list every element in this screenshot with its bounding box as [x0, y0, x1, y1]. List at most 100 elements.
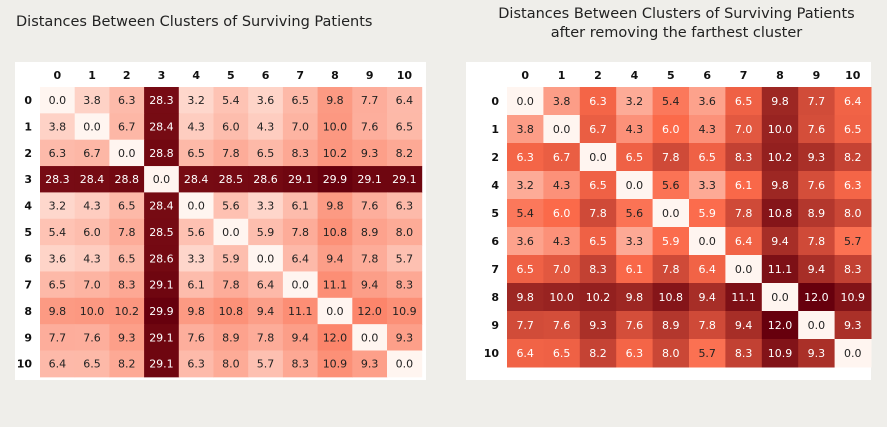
heatmap-cell-label: 10.8	[768, 207, 793, 220]
heatmap-cell-label: 7.7	[808, 95, 826, 108]
heatmap-cell	[213, 245, 249, 272]
heatmap-cell	[543, 87, 581, 116]
heatmap-cell	[507, 255, 544, 284]
heatmap-cell-label: 5.4	[49, 226, 67, 239]
heatmap-cell-label: 9.3	[808, 151, 826, 164]
heatmap-cell	[178, 297, 214, 325]
heatmap-cell	[387, 324, 423, 351]
heatmap-cell-label: 9.8	[626, 291, 644, 304]
heatmap-cell-label: 5.9	[222, 252, 240, 265]
heatmap-cell	[387, 350, 423, 378]
heatmap-cell	[40, 87, 76, 114]
y-tick-label: 1	[24, 121, 32, 134]
heatmap-cell	[178, 245, 214, 272]
heatmap-cell	[74, 113, 110, 141]
heatmap-cell	[144, 297, 180, 325]
heatmap-cell	[352, 271, 388, 299]
heatmap-cell-label: 6.4	[516, 347, 534, 360]
y-tick-label: 8	[491, 291, 499, 304]
heatmap-cell-label: 8.9	[361, 226, 379, 239]
heatmap-cell-label: 10.2	[586, 291, 611, 304]
heatmap-cell	[74, 297, 110, 325]
heatmap-cell	[144, 139, 180, 167]
heatmap-cell-label: 7.6	[361, 121, 379, 134]
heatmap-cell	[725, 283, 763, 312]
heatmap-cell-label: 7.0	[292, 121, 310, 134]
heatmap-cell-label: 9.4	[257, 305, 275, 318]
heatmap-cell	[109, 324, 145, 351]
heatmap-cell	[248, 87, 284, 114]
heatmap-cell-label: 8.0	[222, 358, 240, 371]
heatmap-cell-label: 6.5	[83, 358, 101, 371]
heatmap-cell-label: 7.8	[698, 319, 716, 332]
heatmap-cell-label: 0.0	[257, 252, 275, 265]
y-tick-label: 5	[491, 207, 499, 220]
heatmap-cell-label: 6.3	[187, 358, 205, 371]
heatmap-cell-label: 11.1	[288, 305, 313, 318]
heatmap-cell	[317, 113, 353, 141]
heatmap-cell-label: 6.4	[698, 263, 716, 276]
heatmap-cell-label: 3.3	[257, 200, 275, 213]
heatmap-cell-label: 0.0	[844, 347, 862, 360]
x-tick-label: 4	[192, 69, 200, 82]
heatmap-cell-label: 7.6	[187, 331, 205, 344]
heatmap-cell-label: 28.5	[219, 173, 244, 186]
x-tick-label: 8	[331, 69, 339, 82]
heatmap-cell	[689, 171, 726, 200]
heatmap-cell	[282, 139, 319, 167]
heatmap-cell-label: 7.8	[808, 235, 826, 248]
y-tick-label: 0	[491, 95, 499, 108]
heatmap-cell	[248, 139, 284, 167]
heatmap-cell	[616, 227, 654, 256]
heatmap-cell	[689, 339, 726, 368]
heatmap-cell	[689, 87, 726, 116]
heatmap-cell-label: 0.0	[516, 95, 534, 108]
heatmap-cell-label: 9.4	[698, 291, 716, 304]
heatmap-cell	[74, 218, 110, 246]
heatmap-cell	[74, 324, 110, 351]
heatmap-cell	[543, 171, 581, 200]
heatmap-cell	[40, 324, 76, 351]
heatmap-cell	[798, 283, 836, 312]
heatmap-cell-label: 5.4	[516, 207, 534, 220]
heatmap-cell-label: 7.8	[222, 147, 240, 160]
heatmap-cell	[652, 87, 690, 116]
heatmap-cell-label: 9.8	[187, 305, 205, 318]
heatmap-cell	[144, 218, 180, 246]
heatmap-panel-left: 0 1 2 3 4 5 6 7 8 9 10 0 1 2 3 4 5 6 7 8 9 10 0.0 3.8 6.3 28.3 3.2…	[15, 62, 426, 380]
heatmap-cell-label: 7.7	[49, 331, 67, 344]
heatmap-cell	[387, 218, 423, 246]
heatmap-cell	[74, 245, 110, 272]
heatmap-cell-label: 7.8	[292, 226, 310, 239]
heatmap-cell	[725, 171, 763, 200]
heatmap-cell-label: 7.8	[257, 331, 275, 344]
heatmap-cell-label: 29.1	[149, 331, 174, 344]
x-tick-label: 7	[296, 69, 304, 82]
heatmap-cell-label: 4.3	[187, 121, 205, 134]
heatmap-cell	[579, 87, 617, 116]
heatmap-cell-label: 0.0	[83, 121, 101, 134]
heatmap-cell	[507, 87, 544, 116]
heatmap-cell-label: 6.7	[83, 147, 101, 160]
heatmap-cell	[282, 87, 319, 114]
heatmap-cell-label: 6.7	[589, 123, 607, 136]
heatmap-cell	[579, 143, 617, 172]
heatmap-cell	[689, 115, 726, 144]
heatmap-cell	[248, 350, 284, 378]
x-tick-label: 5	[227, 69, 235, 82]
heatmap-cell	[507, 227, 544, 256]
heatmap-cell	[40, 166, 76, 193]
heatmap-cell-label: 8.3	[396, 279, 414, 292]
heatmap-left: 0 1 2 3 4 5 6 7 8 9 10 0 1 2 3 4 5 6 7 8 9 10 0.0 3.8 6.3 28.3 3.2…	[17, 69, 423, 378]
chart-title-right-line2: after removing the farthest cluster	[550, 25, 803, 41]
heatmap-cell-label: 8.3	[589, 263, 607, 276]
heatmap-cell	[652, 339, 690, 368]
heatmap-cell	[282, 297, 319, 325]
heatmap-cell-label: 4.3	[257, 121, 275, 134]
heatmap-cell	[178, 166, 214, 193]
heatmap-cell-label: 0.0	[153, 173, 171, 186]
heatmap-cell-label: 4.3	[553, 179, 571, 192]
heatmap-cell	[213, 192, 249, 220]
heatmap-cell	[352, 218, 388, 246]
heatmap-cell	[317, 297, 353, 325]
